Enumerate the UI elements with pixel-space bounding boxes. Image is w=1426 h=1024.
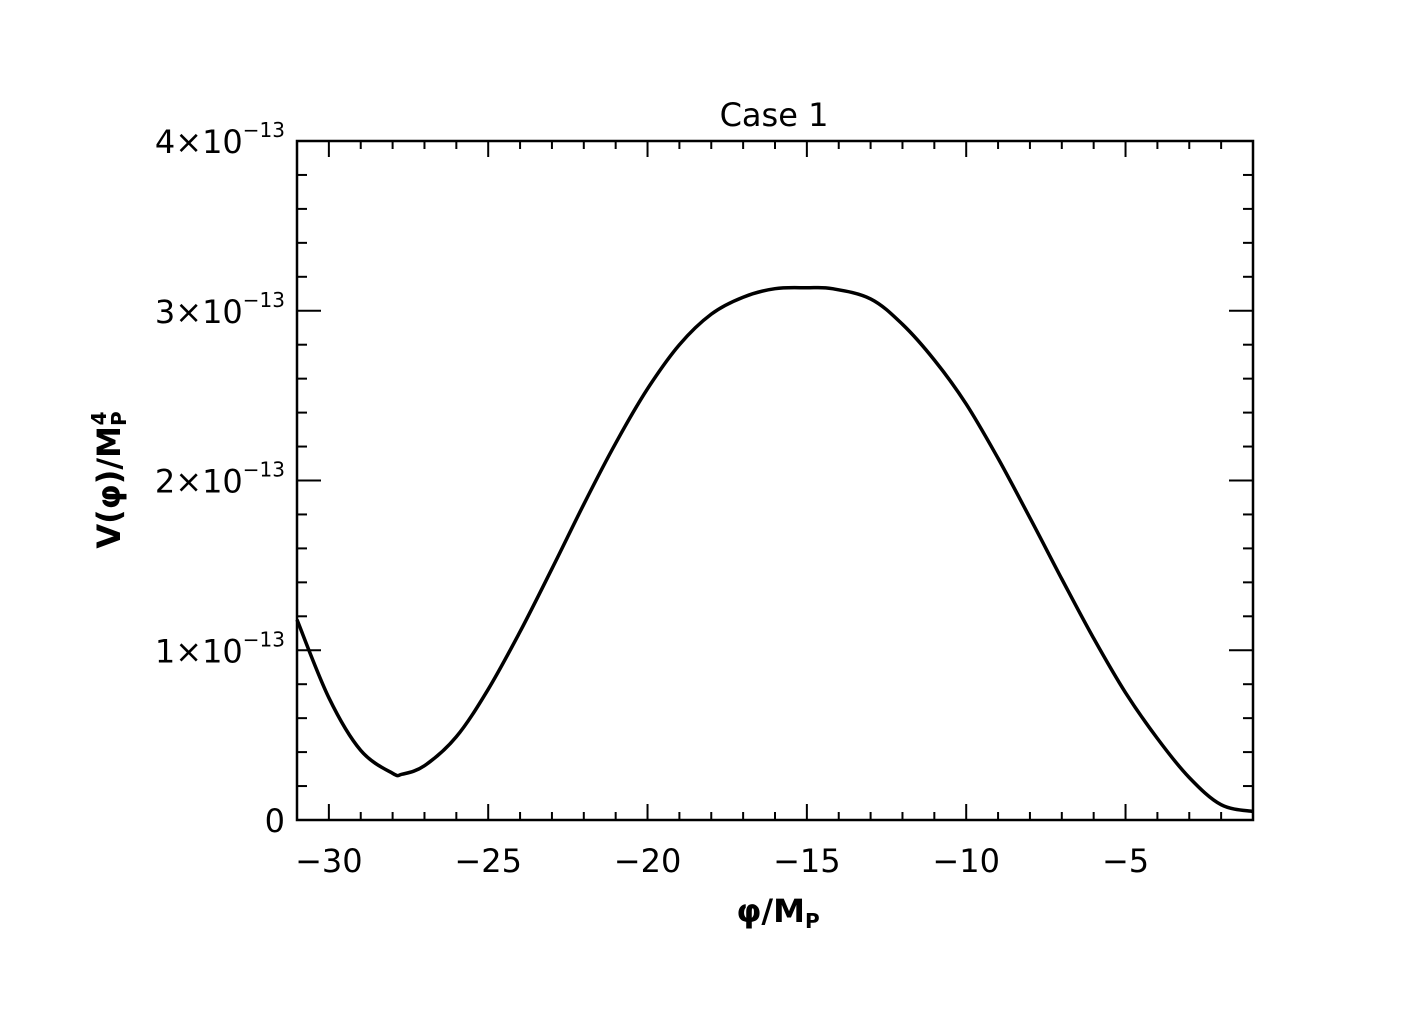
tick-labels: −30 −25 −20 −15 −10 −501×10−132×10−133×10−134… <box>155 118 1149 880</box>
x-axis-label-sub: P <box>805 909 820 933</box>
y-tick-mantissa: 1×10 <box>155 632 243 670</box>
y-axis-label-sup: 4 <box>87 411 111 425</box>
plot-frame <box>295 139 1255 822</box>
y-tick-mantissa: 2×10 <box>155 463 243 501</box>
y-tick-mantissa: 3×10 <box>155 293 243 331</box>
y-tick-exponent: −13 <box>243 118 285 142</box>
x-axis-label: φ/MP <box>736 892 819 933</box>
x-tick-label: −10 <box>932 842 1000 880</box>
y-tick-exponent: −13 <box>243 288 285 312</box>
y-tick-exponent: −13 <box>243 458 285 482</box>
axis-ticks <box>296 140 1254 821</box>
y-axis-label: V(φ)/MP4 <box>87 411 131 548</box>
x-tick-label: −30 <box>295 842 363 880</box>
y-axis-label-main: V(φ)/M <box>90 426 128 549</box>
x-tick-label: −20 <box>614 842 682 880</box>
x-tick-label: −5 <box>1102 842 1149 880</box>
y-tick-mantissa: 0 <box>265 802 285 840</box>
series-line <box>295 285 1254 814</box>
y-tick-label: 4×10−13 <box>155 118 285 161</box>
chart-title: Case 1 <box>720 96 829 134</box>
x-tick-label: −15 <box>773 842 841 880</box>
y-tick-exponent: −13 <box>243 627 285 651</box>
y-tick-label: 1×10−13 <box>155 627 285 670</box>
y-tick-label: 2×10−13 <box>155 458 285 501</box>
y-tick-label: 0 <box>265 802 285 840</box>
y-axis-label-sub: P <box>107 411 131 426</box>
x-tick-label: −25 <box>454 842 522 880</box>
y-tick-mantissa: 4×10 <box>155 123 243 161</box>
x-axis-label-main: φ/M <box>736 892 805 930</box>
y-tick-label: 3×10−13 <box>155 288 285 331</box>
